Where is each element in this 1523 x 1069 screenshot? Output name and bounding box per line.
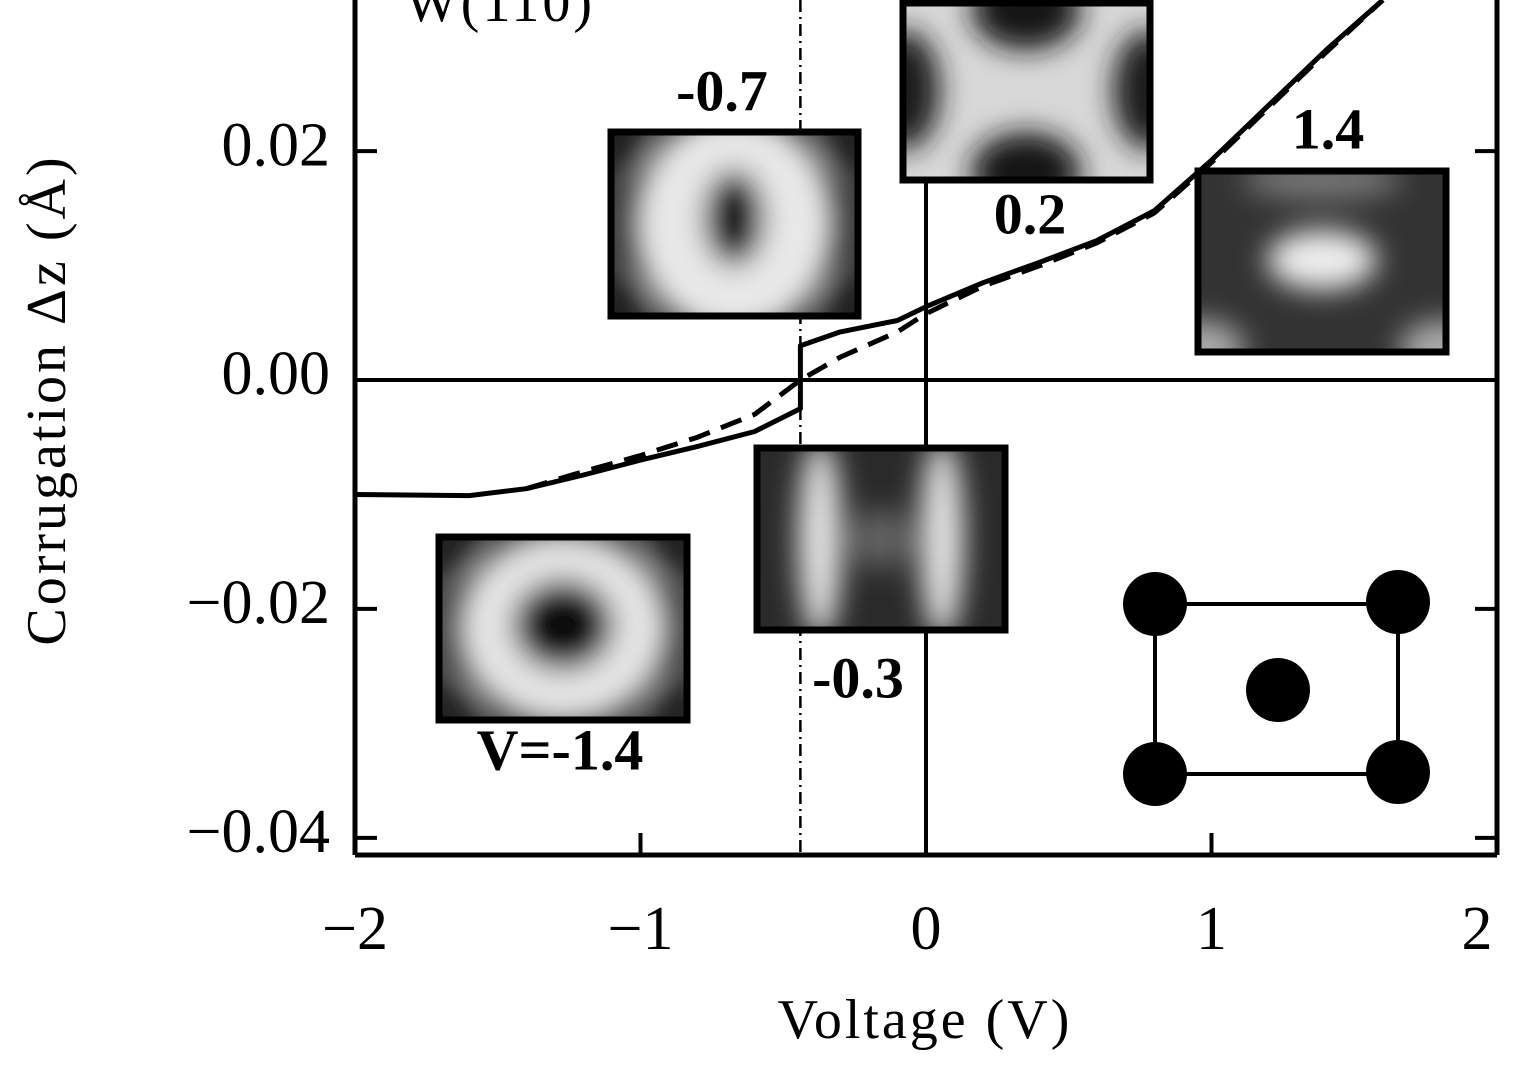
inset-frame	[607, 128, 862, 320]
annotation: 0.2	[994, 181, 1067, 246]
y-tick-label: 0.00	[222, 340, 331, 408]
inset-frame	[1194, 167, 1450, 356]
annotation: -0.7	[676, 58, 768, 123]
inset-image	[611, 132, 858, 316]
chart-title: W(110)	[405, 0, 595, 34]
x-tick-label: 1	[1196, 895, 1227, 963]
annotation: -0.3	[812, 645, 904, 710]
lattice-diagram	[1123, 570, 1430, 806]
series-line	[525, 0, 1385, 492]
x-tick-label: 2	[1462, 895, 1493, 963]
inset-frame	[435, 533, 691, 724]
inset-image	[757, 448, 1005, 630]
x-axis-title: Voltage (V)	[778, 989, 1073, 1051]
inset-image	[1198, 171, 1446, 352]
x-tick-label: −1	[608, 895, 674, 963]
x-tick-label: −2	[322, 895, 388, 963]
annotation: 1.4	[1292, 96, 1365, 161]
y-tick-label: −0.02	[187, 569, 330, 637]
inset-frame	[753, 444, 1009, 634]
y-tick-label: −0.04	[187, 798, 330, 866]
inset-image	[903, 3, 1150, 180]
inset-image	[439, 537, 687, 720]
inset-frame	[899, 0, 1154, 184]
y-axis-title: Corrugation Δz (Å)	[16, 154, 78, 645]
annotation: V=-1.4	[477, 717, 644, 782]
y-tick-label: 0.02	[222, 111, 331, 179]
x-tick-label: 0	[911, 895, 942, 963]
